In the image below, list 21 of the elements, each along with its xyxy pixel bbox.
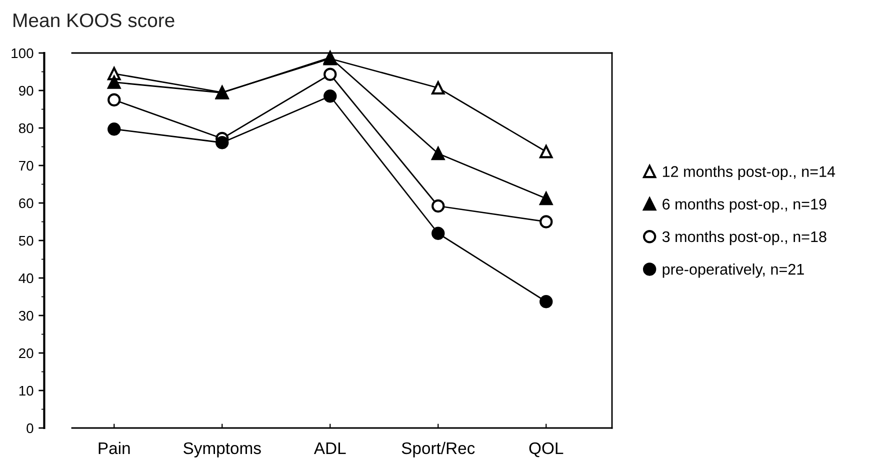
- y-tick-label: 80: [18, 123, 34, 134]
- y-tick-label: 30: [18, 310, 34, 321]
- x-tick-label: Sport/Rec: [402, 442, 475, 458]
- y-tick-label: 50: [18, 236, 34, 246]
- y-tick-label: 0: [26, 423, 34, 434]
- y-tick-label: 10: [19, 386, 34, 396]
- x-tick-label: Symptoms: [184, 442, 261, 458]
- y-tick-label: 70: [19, 160, 34, 171]
- legend-label: 12 months post-op., n=14: [662, 166, 836, 180]
- legend-label: 3 months post-op., n=18: [662, 230, 826, 246]
- y-tick-label: 90: [19, 86, 34, 96]
- y-tick-label: 60: [19, 198, 34, 208]
- x-tick-label: ADL: [314, 442, 346, 454]
- y-tick-label: 40: [18, 273, 34, 284]
- x-tick-label: QOL: [529, 442, 564, 458]
- chart-title: Mean KOOS score: [14, 13, 174, 28]
- x-tick-label: Pain: [98, 442, 130, 454]
- y-tick-label: 100: [12, 48, 34, 58]
- y-tick-label: 20: [19, 348, 34, 358]
- legend-label: 6 months post-op., n=19: [662, 198, 826, 213]
- legend-label: pre-operatively, n=21: [662, 263, 804, 278]
